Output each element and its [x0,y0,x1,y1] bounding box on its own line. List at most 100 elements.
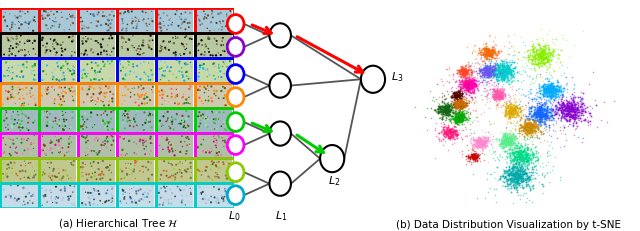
Point [559,125,569,129]
Point [196,193,207,197]
Point [541,52,552,56]
Point [469,88,479,92]
Point [572,103,582,106]
Point [100,110,111,114]
Point [506,97,516,101]
Point [488,66,498,69]
Point [535,116,545,119]
Point [492,57,502,61]
Point [508,132,518,136]
Point [490,74,500,78]
Point [511,159,521,162]
Bar [157,10,193,33]
Point [547,91,557,94]
Point [456,107,466,111]
Point [541,98,551,102]
Point [532,155,542,159]
Point [508,108,518,112]
Point [556,117,566,120]
Point [465,87,475,91]
Point [467,84,477,88]
Point [516,110,526,114]
Point [508,172,518,176]
Point [463,61,473,65]
Point [472,154,482,157]
Point [500,175,510,179]
Point [459,86,469,89]
Point [573,108,583,112]
Point [444,128,454,131]
Point [105,164,115,167]
Point [463,67,474,71]
Point [520,55,531,59]
Point [513,112,524,116]
Point [522,165,532,169]
Point [544,29,554,32]
Point [168,128,179,132]
Point [543,58,554,62]
Point [64,150,74,153]
Point [184,115,194,119]
Point [535,117,545,121]
Text: (a) Hierarchical Tree $\mathcal{H}$: (a) Hierarchical Tree $\mathcal{H}$ [58,216,179,229]
Point [500,74,510,77]
Point [498,65,508,69]
Point [511,171,522,174]
Point [95,88,106,91]
Point [108,185,118,189]
Point [483,94,493,97]
Point [489,94,499,98]
Point [454,79,465,83]
Point [458,67,468,71]
Point [522,50,532,54]
Point [475,146,485,150]
Point [545,90,556,94]
Point [522,93,532,96]
Point [437,92,447,96]
Point [458,106,468,109]
Point [80,112,90,116]
Point [67,37,77,40]
Point [541,61,551,64]
Point [570,117,580,120]
Point [198,117,209,121]
Point [518,172,528,176]
Point [523,175,533,179]
Point [520,160,531,164]
Point [493,85,503,89]
Point [502,70,513,73]
Point [544,91,554,95]
Point [479,49,490,53]
Point [508,177,518,181]
Point [451,118,461,122]
Point [465,82,475,86]
Point [492,63,502,67]
Point [48,46,58,49]
Point [463,90,473,93]
Point [60,77,70,81]
Point [176,18,186,22]
Point [511,167,521,170]
Point [172,37,182,40]
Point [454,73,465,77]
Point [545,170,555,174]
Point [136,141,146,145]
Point [135,94,145,98]
Point [570,110,580,113]
Point [458,106,468,110]
Point [144,46,154,50]
Point [164,142,174,146]
Point [463,77,474,81]
Point [536,64,546,67]
Point [516,159,526,162]
Point [568,99,578,103]
Point [23,162,33,165]
Point [463,82,473,85]
Point [480,140,490,144]
Point [509,142,520,145]
Point [460,68,470,72]
Point [558,115,568,118]
Point [19,185,29,189]
Point [550,91,560,94]
Point [499,73,509,77]
